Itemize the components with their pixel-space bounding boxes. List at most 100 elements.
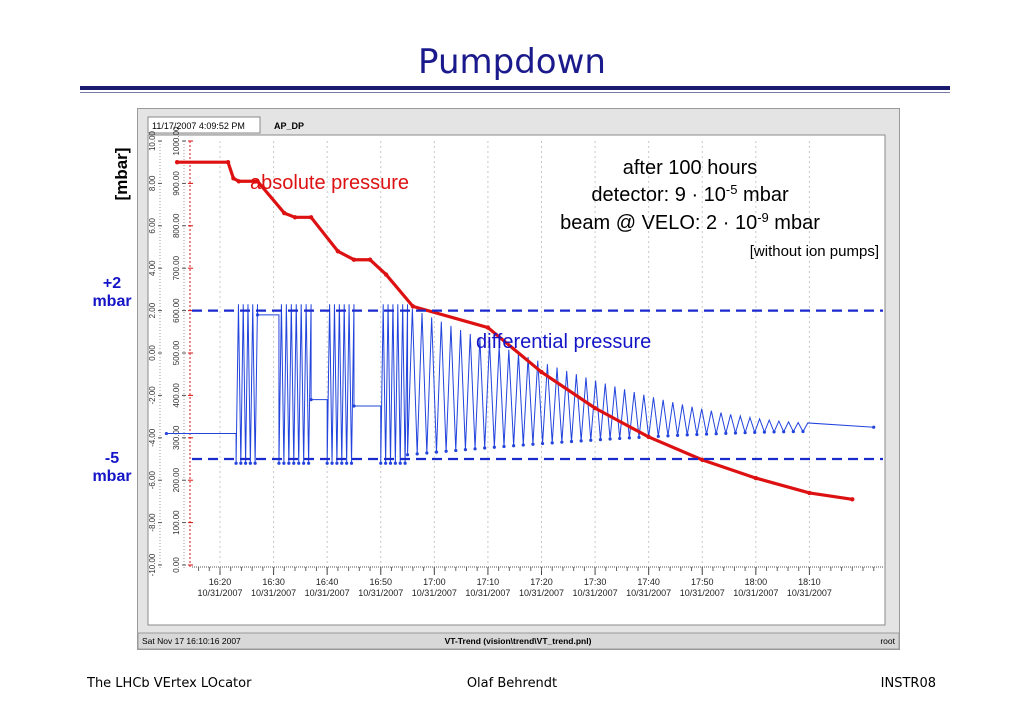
x-tick-date: 10/31/2007 [305,588,350,598]
absolute-pressure-marker [308,215,314,220]
differential-pressure-marker [540,441,545,446]
x-tick-time: 17:00 [423,577,446,587]
detector-suffix: mbar [737,184,788,206]
differential-pressure-marker [393,461,397,465]
differential-pressure-marker [340,461,344,465]
differential-pressure-marker [685,433,689,437]
differential-pressure-marker [384,461,388,465]
y-right-tick-label: 800.00 [172,213,181,238]
reference-lines [192,309,883,461]
footer-left: The LHCb VErtex LOcator [87,676,252,691]
x-tick-time: 17:20 [530,577,553,587]
grid [219,141,810,565]
absolute-pressure-marker [236,179,241,184]
differential-pressure-marker [791,429,795,434]
differential-pressure-marker [282,461,286,465]
y-left-tick-label: -8.00 [148,513,157,532]
differential-pressure-marker [521,443,525,447]
detector-prefix: detector: 9 · 10 [591,184,726,206]
title-rule [80,86,950,90]
differential-pressure-marker [512,444,516,448]
differential-pressure-marker [666,434,670,438]
differential-pressure-marker [695,432,699,437]
status-timestamp: Sat Nov 17 16:10:16 2007 [142,636,241,646]
absolute-pressure-series [174,160,855,502]
x-tick-time: 16:20 [209,577,232,587]
x-tick-date: 10/31/2007 [733,588,778,598]
differential-pressure-marker [483,446,487,450]
x-tick-time: 18:00 [745,577,768,587]
differential-pressure-marker [753,430,757,434]
unit-label: [mbar] [107,140,137,210]
detector-exponent: -5 [726,182,738,197]
y-left-tick-label: 4.00 [148,260,157,276]
minus-limit-label: -5 mbar [84,450,140,486]
absolute-pressure-marker [174,160,180,165]
footer-right: INSTR08 [880,676,936,691]
differential-pressure-marker [473,447,477,451]
y-left-tick-label: 0.00 [148,345,157,361]
x-tick-date: 10/31/2007 [465,588,510,598]
x-tick-time: 17:10 [477,577,500,587]
differential-pressure-marker [302,461,306,465]
status-panel-name: VT-Trend (vision\trend\VT_trend.pnl) [445,636,592,646]
differential-pressure-marker [492,445,496,449]
differential-pressure-marker [656,434,660,438]
y-left-tick-label: 2.00 [148,302,157,318]
footer-center: Olaf Behrendt [466,676,558,691]
absolute-pressure-marker [850,497,855,502]
detector-pressure-note: detector: 9 · 10-5 mbar [591,182,789,207]
absolute-pressure-marker [807,490,812,496]
differential-pressure-marker [239,461,243,465]
y-right-tick-label: 400.00 [172,383,181,408]
differential-pressure-marker [444,449,448,453]
x-tick-time: 16:40 [316,577,339,587]
differential-pressure-marker [244,461,248,465]
y-right-tick-label: 500.00 [172,340,181,365]
differential-pressure-marker [569,439,574,444]
y-right-tick-label: 900.00 [172,171,181,196]
x-tick-time: 18:10 [798,577,821,587]
differential-pressure-marker [618,436,622,441]
absolute-pressure-marker [282,210,287,216]
absolute-pressure-marker [539,369,544,375]
differential-pressure-marker [782,430,786,434]
differential-pressure-marker [733,431,738,435]
x-tick-date: 10/31/2007 [197,588,242,598]
title-rule-thin [80,92,950,93]
absolute-pressure-marker [225,160,231,165]
differential-pressure-marker [398,461,402,465]
differential-pressure-marker [560,440,564,444]
differential-pressure-marker [349,461,354,465]
differential-pressure-marker [352,404,356,408]
x-tick-time: 17:50 [691,577,714,587]
differential-pressure-marker [550,441,554,445]
differential-pressure-marker [292,461,296,465]
differential-pressure-marker [801,429,805,434]
differential-pressure-marker [434,450,439,454]
differential-pressure-marker [403,461,407,465]
differential-pressure-marker [415,452,419,456]
absolute-pressure-marker [351,257,357,262]
plus-limit-value: +2 [102,275,122,292]
minus-limit-value: -5 [104,450,120,467]
differential-pressure-marker [164,431,169,436]
differential-pressure-marker [589,438,593,442]
y-left-tick-label: 8.00 [148,175,157,191]
x-tick-date: 10/31/2007 [358,588,403,598]
x-tick-time: 17:40 [637,577,660,587]
differential-pressure-marker [772,430,776,434]
beam-prefix: beam @ VELO: 2 · 10 [560,212,757,234]
axes: 10.00 8.00 6.00 4.00 2.00 0.00 -2.00 -4.00 -6.00… [148,126,883,598]
trend-window: 11/17/2007 4:09:52 PM AP_DP 10.00 8.00 6.0… [137,108,900,650]
trend-chart: 11/17/2007 4:09:52 PM AP_DP 10.00 8.00 6.0… [138,116,899,649]
x-tick-time: 16:30 [262,577,285,587]
differential-pressure-marker [637,435,641,439]
differential-pressure-series [164,304,876,465]
differential-pressure-marker [309,398,313,402]
x-tick-date: 10/31/2007 [519,588,564,598]
differential-pressure-marker [234,461,238,465]
differential-pressure-marker [345,461,349,465]
differential-pressure-marker [704,432,709,436]
timestamp-box [147,116,261,134]
